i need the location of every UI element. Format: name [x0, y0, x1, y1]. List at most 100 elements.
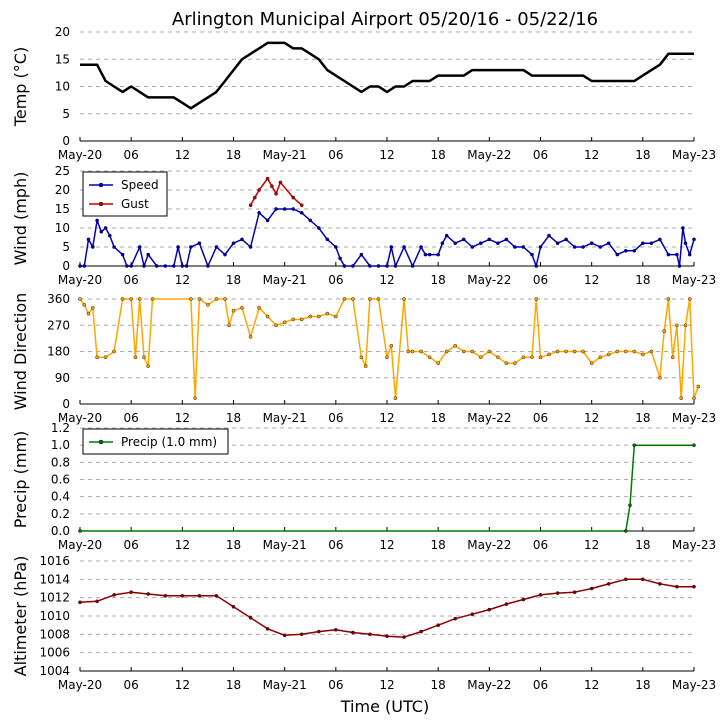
wind-data-point [333, 245, 338, 249]
altimeter-data-point [112, 593, 116, 597]
wind-legend-label: Speed [121, 178, 159, 192]
direction-data-point [282, 320, 287, 325]
precip-ytick-label: 0.6 [51, 473, 70, 487]
temp-series-line-temp [80, 41, 694, 110]
altimeter-xtick-label: 12 [175, 678, 190, 692]
altimeter-xtick-label: 18 [431, 678, 446, 692]
altimeter-data-point [95, 599, 99, 604]
direction-data-point [670, 355, 675, 360]
direction-xtick-label: 12 [584, 411, 599, 425]
wind-xtick-label: 06 [533, 273, 548, 287]
wind-data-point [453, 241, 458, 245]
temp-xtick-label: May-20 [58, 148, 102, 162]
direction-data-point [223, 297, 227, 301]
direction-data-point [581, 349, 585, 354]
wind-data-point [257, 188, 261, 192]
wind-data-point [440, 241, 445, 245]
altimeter-y-axis-label: Altimeter (hPa) [11, 556, 30, 677]
precip-legend-marker [98, 439, 104, 445]
wind-data-point [436, 252, 441, 257]
precip-ytick-label: 0.2 [51, 507, 70, 521]
precip-xtick-label: 06 [124, 538, 139, 552]
precip-xtick-label: 18 [226, 538, 241, 552]
wind-data-point [146, 252, 150, 257]
altimeter-data-point [129, 590, 133, 595]
precip-data-point [692, 443, 696, 448]
direction-data-point [189, 297, 193, 301]
chart-panels: 0 5 10 15 20 May-20 06 12 18 May-21 06 12 18 May-22 06… [11, 25, 716, 692]
wind-data-point [359, 252, 364, 257]
wind-data-point [78, 264, 82, 268]
wind-data-point [103, 226, 108, 230]
precip-panel: 0.0 0.2 0.4 0.6 0.8 1.0 1.2 May-20 06 12 18 May-21 0… [11, 421, 716, 552]
direction-data-point [547, 352, 551, 357]
altimeter-xtick-label: 18 [226, 678, 241, 692]
wind-legend-label: Gust [121, 197, 149, 211]
wind-data-point [176, 245, 180, 249]
precip-xtick-label: 12 [379, 538, 394, 552]
wind-data-point [470, 245, 475, 249]
wind-data-point [504, 237, 509, 242]
direction-y-axis-label: Wind Direction [11, 293, 30, 411]
direction-data-point [333, 314, 338, 319]
wind-data-point [598, 245, 603, 249]
wind-data-point [308, 218, 313, 223]
wind-xtick-label: 06 [328, 273, 343, 287]
altimeter-data-point [180, 594, 185, 598]
wind-data-point [223, 252, 227, 257]
direction-xtick-label: 18 [226, 411, 241, 425]
direction-data-point [683, 323, 688, 328]
wind-data-point [666, 252, 671, 257]
wind-data-point [291, 207, 296, 211]
precip-y-axis-label: Precip (mm) [11, 431, 30, 529]
wind-data-point [410, 264, 415, 268]
precip-xtick-label: 12 [584, 538, 599, 552]
precip-xtick-label: May-21 [263, 538, 307, 552]
altimeter-data-point [282, 633, 287, 638]
direction-data-point [436, 361, 441, 366]
direction-data-point [419, 349, 423, 354]
wind-data-point [265, 218, 270, 223]
direction-data-point [534, 297, 539, 301]
direction-data-point [555, 349, 560, 354]
direction-data-point [120, 297, 125, 301]
direction-data-point [137, 297, 142, 301]
wind-data-point [478, 241, 483, 245]
wind-xtick-label: 06 [124, 273, 139, 287]
direction-data-point [513, 361, 517, 366]
wind-data-point [99, 229, 104, 234]
direction-data-point [142, 355, 146, 360]
direction-data-point [86, 311, 91, 316]
wind-data-point [91, 245, 95, 249]
temp-ytick-label: 15 [55, 52, 70, 66]
wind-series-line-gust [249, 177, 303, 206]
direction-data-point [572, 349, 577, 354]
direction-data-point [91, 305, 95, 310]
wind-ytick-label: 20 [55, 183, 70, 197]
wind-data-point [142, 264, 146, 268]
direction-xtick-label: 12 [175, 411, 190, 425]
wind-ytick-label: 25 [55, 164, 70, 178]
wind-xtick-label: May-20 [58, 273, 102, 287]
direction-data-point [146, 364, 150, 368]
wind-xtick-label: May-21 [263, 273, 307, 287]
direction-ytick-label: 360 [47, 292, 70, 306]
wind-ytick-label: 0 [62, 259, 70, 273]
temp-xtick-label: 18 [226, 148, 241, 162]
wind-xtick-label: 18 [431, 273, 446, 287]
altimeter-xtick-label: 12 [584, 678, 599, 692]
altimeter-data-point [402, 635, 406, 639]
wind-data-point [274, 191, 278, 196]
wind-data-point [555, 241, 560, 245]
wind-legend-box [82, 171, 168, 217]
altimeter-data-point [453, 616, 458, 621]
wind-data-point [129, 264, 133, 268]
direction-data-point [402, 297, 406, 301]
direction-data-point [368, 297, 372, 301]
altimeter-data-point [248, 616, 253, 620]
direction-data-point [675, 323, 679, 328]
wind-data-point [274, 207, 278, 211]
wind-data-point [692, 237, 696, 242]
precip-data-point [78, 529, 82, 533]
